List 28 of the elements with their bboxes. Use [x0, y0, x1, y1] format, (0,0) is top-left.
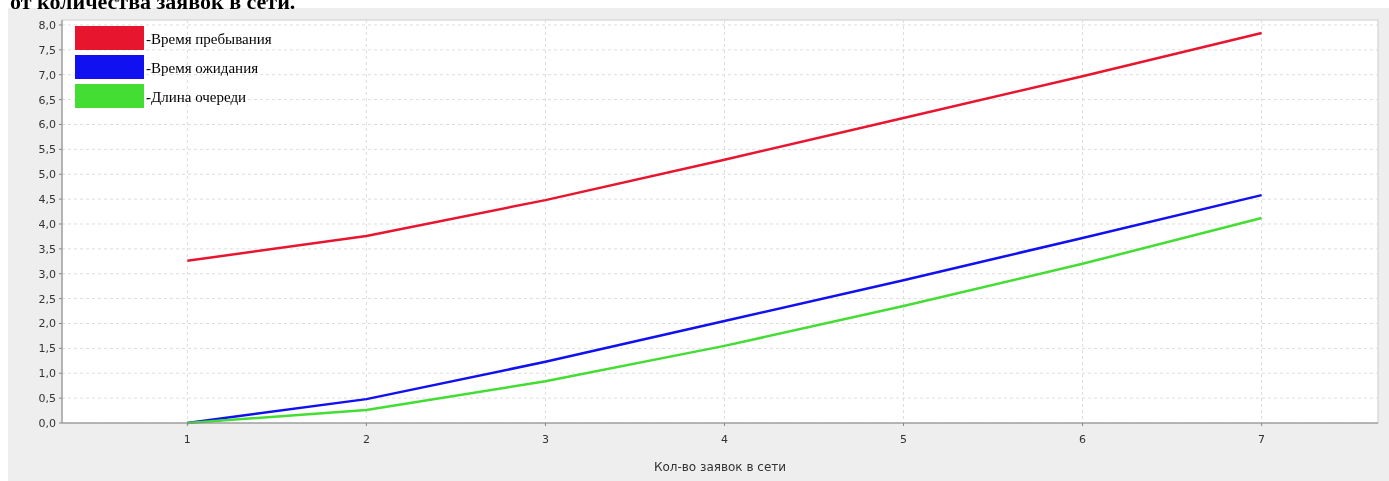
- y-tick-label: 4,5: [38, 193, 56, 207]
- y-tick-label: 4,0: [38, 217, 56, 231]
- x-tick-label: 2: [362, 433, 370, 446]
- x-tick-label: 4: [720, 433, 728, 446]
- legend-label: -Время пребывания: [146, 31, 272, 47]
- legend-label: -Время ожидания: [146, 60, 259, 76]
- y-tick-label: 1,0: [38, 367, 56, 381]
- y-tick-label: 0,5: [38, 392, 56, 406]
- y-tick-label: 7,0: [38, 68, 56, 82]
- x-tick-label: 5: [900, 433, 908, 446]
- y-tick-label: 5,5: [38, 143, 56, 157]
- y-tick-label: 8,0: [38, 18, 56, 32]
- y-tick-label: 2,0: [38, 317, 56, 331]
- x-tick-label: 6: [1079, 433, 1087, 446]
- x-tick-label: 1: [183, 433, 191, 446]
- y-tick-label: 2,5: [38, 292, 56, 306]
- legend-label: -Длина очереди: [146, 89, 247, 105]
- y-tick-label: 3,5: [38, 242, 56, 256]
- y-tick-label: 6,0: [38, 118, 56, 132]
- x-tick-label: 7: [1258, 433, 1266, 446]
- y-tick-label: 7,5: [38, 43, 56, 57]
- x-axis-title: Кол-во заявок в сети: [653, 460, 787, 474]
- x-tick-label: 3: [541, 433, 549, 446]
- y-tick-label: 0,0: [38, 417, 56, 430]
- y-tick-label: 6,5: [38, 93, 56, 107]
- y-tick-label: 1,5: [38, 342, 56, 356]
- y-tick-label: 3,0: [38, 267, 56, 281]
- y-tick-label: 5,0: [38, 168, 56, 182]
